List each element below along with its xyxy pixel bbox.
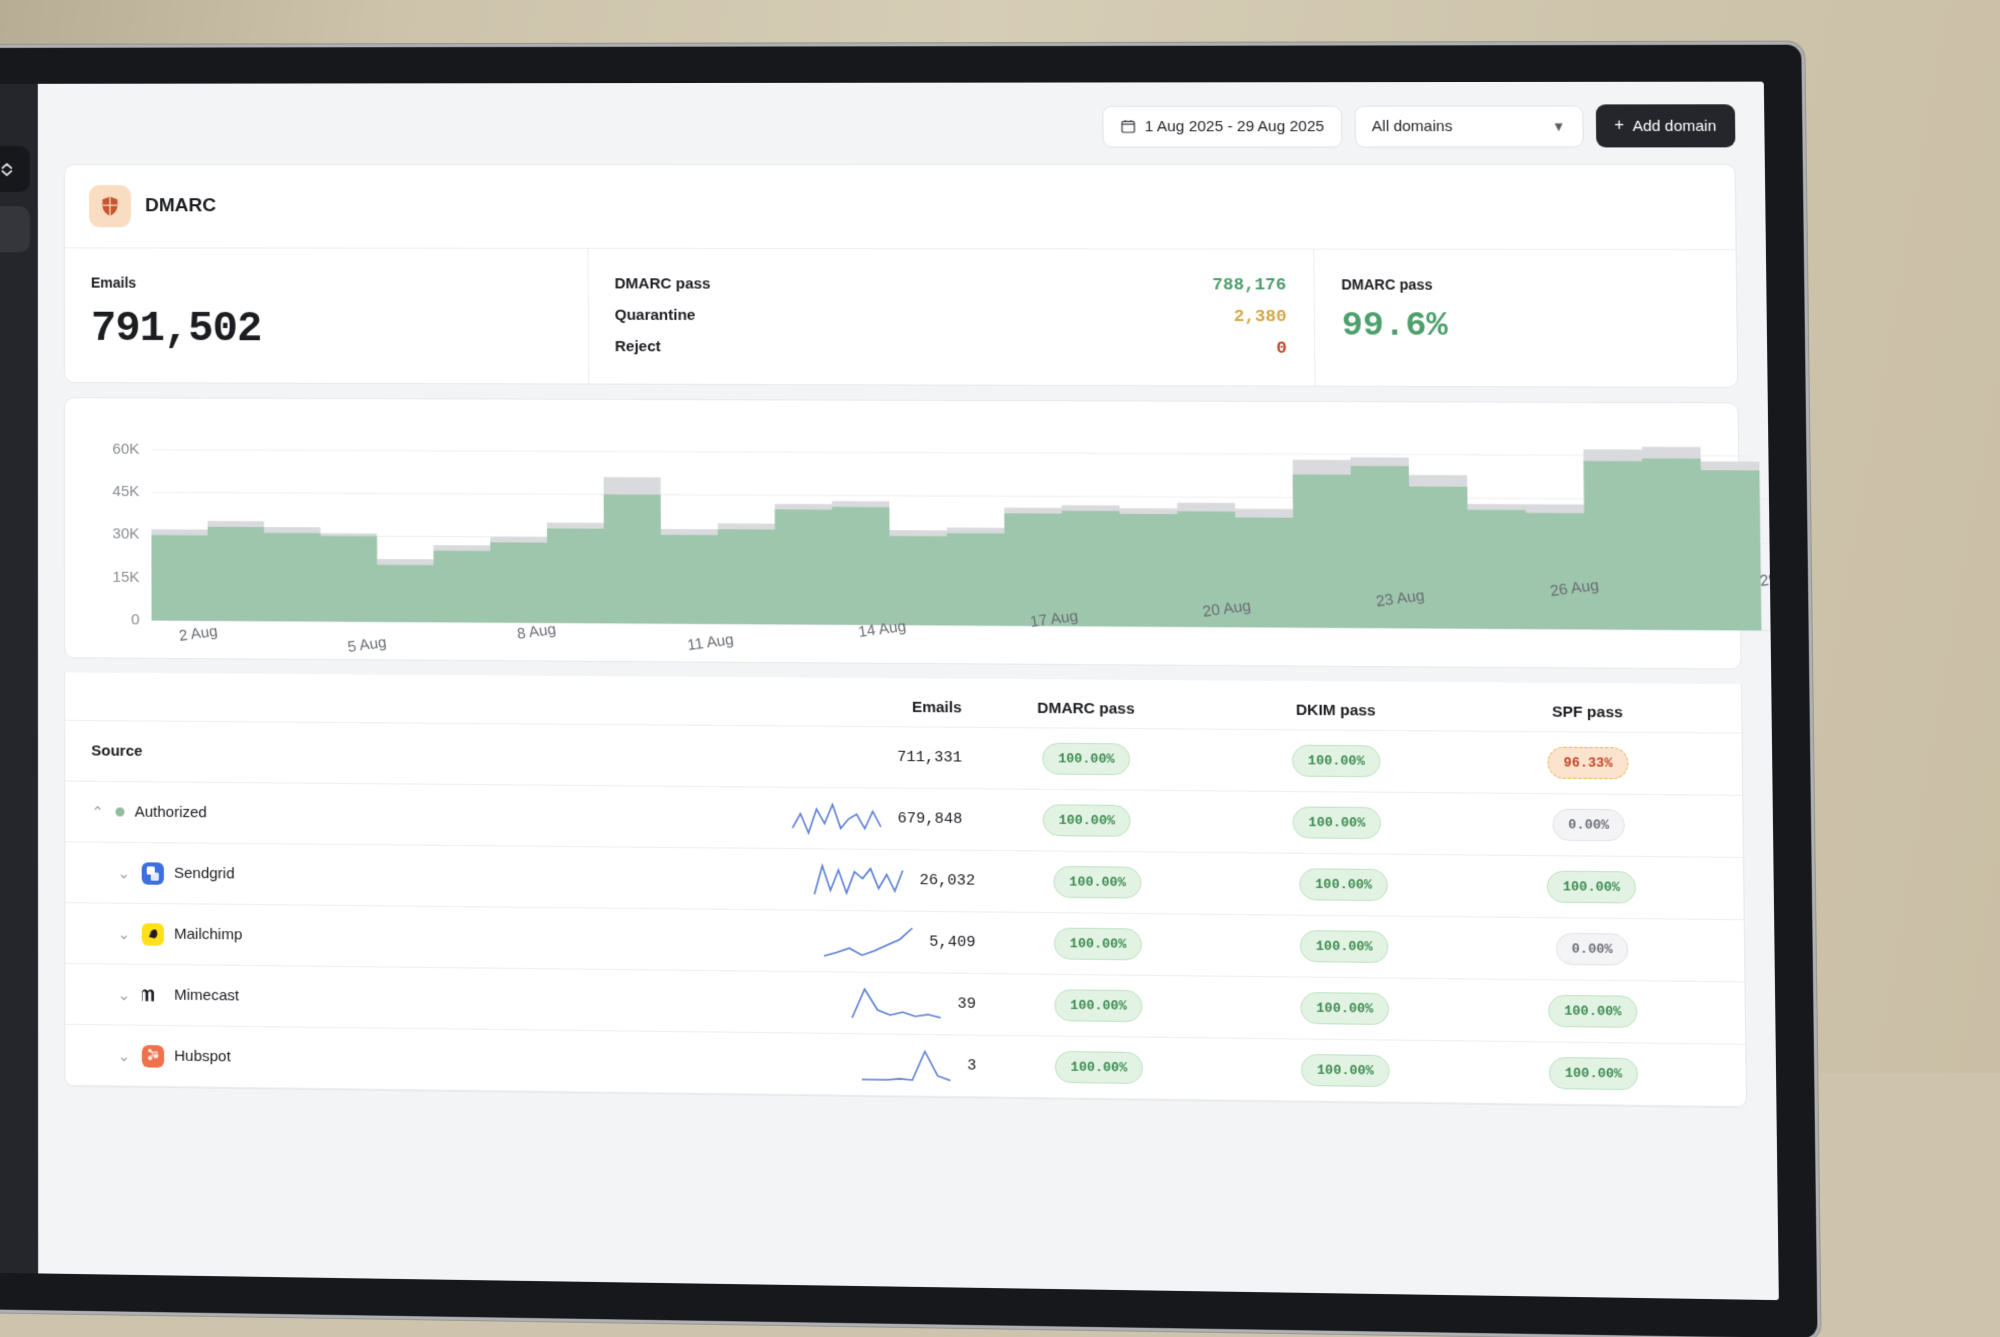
- svg-text:11 Aug: 11 Aug: [686, 631, 735, 654]
- svg-text:30K: 30K: [113, 525, 140, 542]
- svg-text:2 Aug: 2 Aug: [178, 623, 219, 645]
- svg-text:23 Aug: 23 Aug: [1375, 587, 1426, 611]
- svg-text:8 Aug: 8 Aug: [516, 621, 557, 643]
- svg-text:45K: 45K: [113, 483, 140, 500]
- svg-text:17 Aug: 17 Aug: [1029, 607, 1079, 631]
- svg-text:0: 0: [131, 611, 139, 628]
- svg-text:5 Aug: 5 Aug: [347, 634, 388, 656]
- svg-text:14 Aug: 14 Aug: [857, 618, 907, 642]
- svg-text:20 Aug: 20 Aug: [1202, 597, 1252, 621]
- svg-text:60K: 60K: [112, 441, 139, 458]
